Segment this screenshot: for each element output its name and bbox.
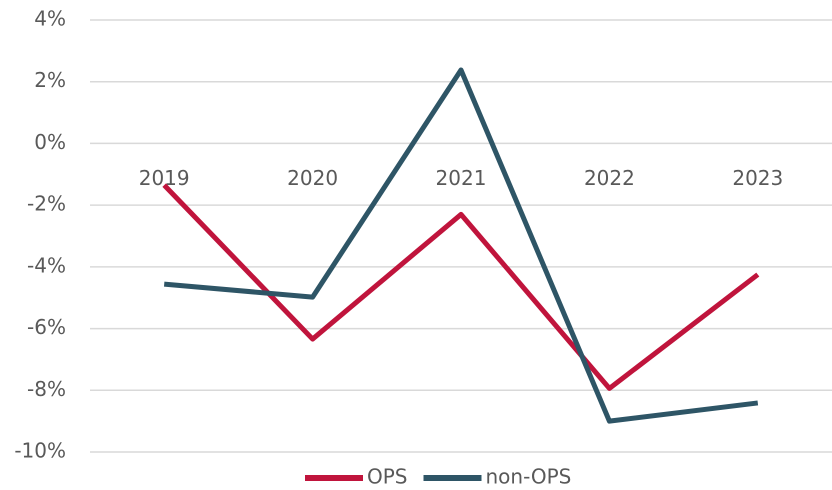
y-tick-label: -8% bbox=[27, 377, 66, 401]
y-tick-label: -4% bbox=[27, 253, 66, 277]
legend-label: non-OPS bbox=[486, 465, 572, 489]
y-tick-label: -6% bbox=[27, 315, 66, 339]
x-tick-label: 2022 bbox=[584, 166, 635, 190]
x-tick-label: 2020 bbox=[287, 166, 338, 190]
legend-label: OPS bbox=[367, 465, 408, 489]
y-tick-label: 2% bbox=[34, 68, 66, 92]
y-tick-label: -10% bbox=[14, 439, 66, 463]
x-tick-label: 2021 bbox=[436, 166, 487, 190]
y-tick-label: -2% bbox=[27, 192, 66, 216]
x-tick-label: 2023 bbox=[732, 166, 783, 190]
y-tick-label: 0% bbox=[34, 130, 66, 154]
y-tick-label: 4% bbox=[34, 7, 66, 31]
series-line bbox=[162, 183, 760, 391]
series-line bbox=[163, 67, 759, 424]
